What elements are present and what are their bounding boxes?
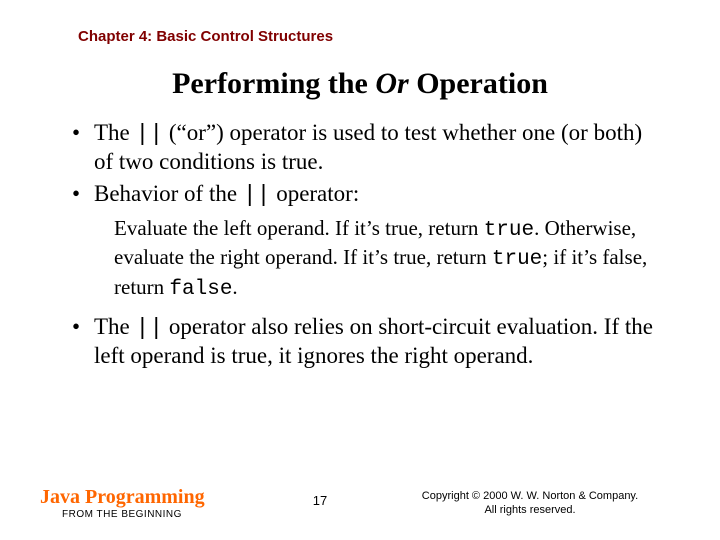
sub-c2: true (492, 248, 542, 271)
bullet-2-code: || (243, 182, 271, 208)
title-italic: Or (375, 67, 408, 100)
sub-s4: . (232, 275, 237, 299)
bullet-1: The || (“or”) operator is used to test w… (72, 119, 660, 176)
title-pre: Performing the (172, 67, 375, 100)
copyright-line-2: All rights reserved. (484, 504, 575, 516)
sub-c3: false (169, 278, 232, 301)
sub-c1: true (484, 219, 534, 242)
chapter-label: Chapter 4: Basic Control Structures (78, 28, 680, 45)
bullet-2: Behavior of the || operator: (72, 180, 660, 209)
bullet-3-pre: The (94, 314, 136, 339)
brand-main: Java Programming (40, 487, 260, 507)
bullet-2-post: operator: (270, 181, 359, 206)
brand-sub: FROM THE BEGINNING (62, 509, 260, 520)
copyright: Copyright © 2000 W. W. Norton & Company.… (380, 487, 680, 518)
footer: Java Programming FROM THE BEGINNING 17 C… (0, 487, 720, 520)
slide: Chapter 4: Basic Control Structures Perf… (0, 0, 720, 540)
sub-behavior: Evaluate the left operand. If it’s true,… (114, 215, 660, 303)
title-post: Operation (409, 67, 548, 100)
page-number: 17 (260, 487, 380, 508)
bullet-3-code: || (136, 315, 164, 341)
bullet-1-code: || (136, 121, 164, 147)
bullet-3: The || operator also relies on short-cir… (72, 313, 660, 370)
sub-s1: Evaluate the left operand. If it’s true,… (114, 216, 484, 240)
brand: Java Programming FROM THE BEGINNING (40, 487, 260, 520)
bullet-2-pre: Behavior of the (94, 181, 243, 206)
bullet-1-post: (“or”) operator is used to test whether … (94, 120, 642, 174)
content: The || (“or”) operator is used to test w… (72, 119, 660, 370)
bullet-3-post: operator also relies on short-circuit ev… (94, 314, 653, 368)
slide-title: Performing the Or Operation (40, 67, 680, 101)
bullet-1-pre: The (94, 120, 136, 145)
copyright-line-1: Copyright © 2000 W. W. Norton & Company. (422, 490, 638, 502)
